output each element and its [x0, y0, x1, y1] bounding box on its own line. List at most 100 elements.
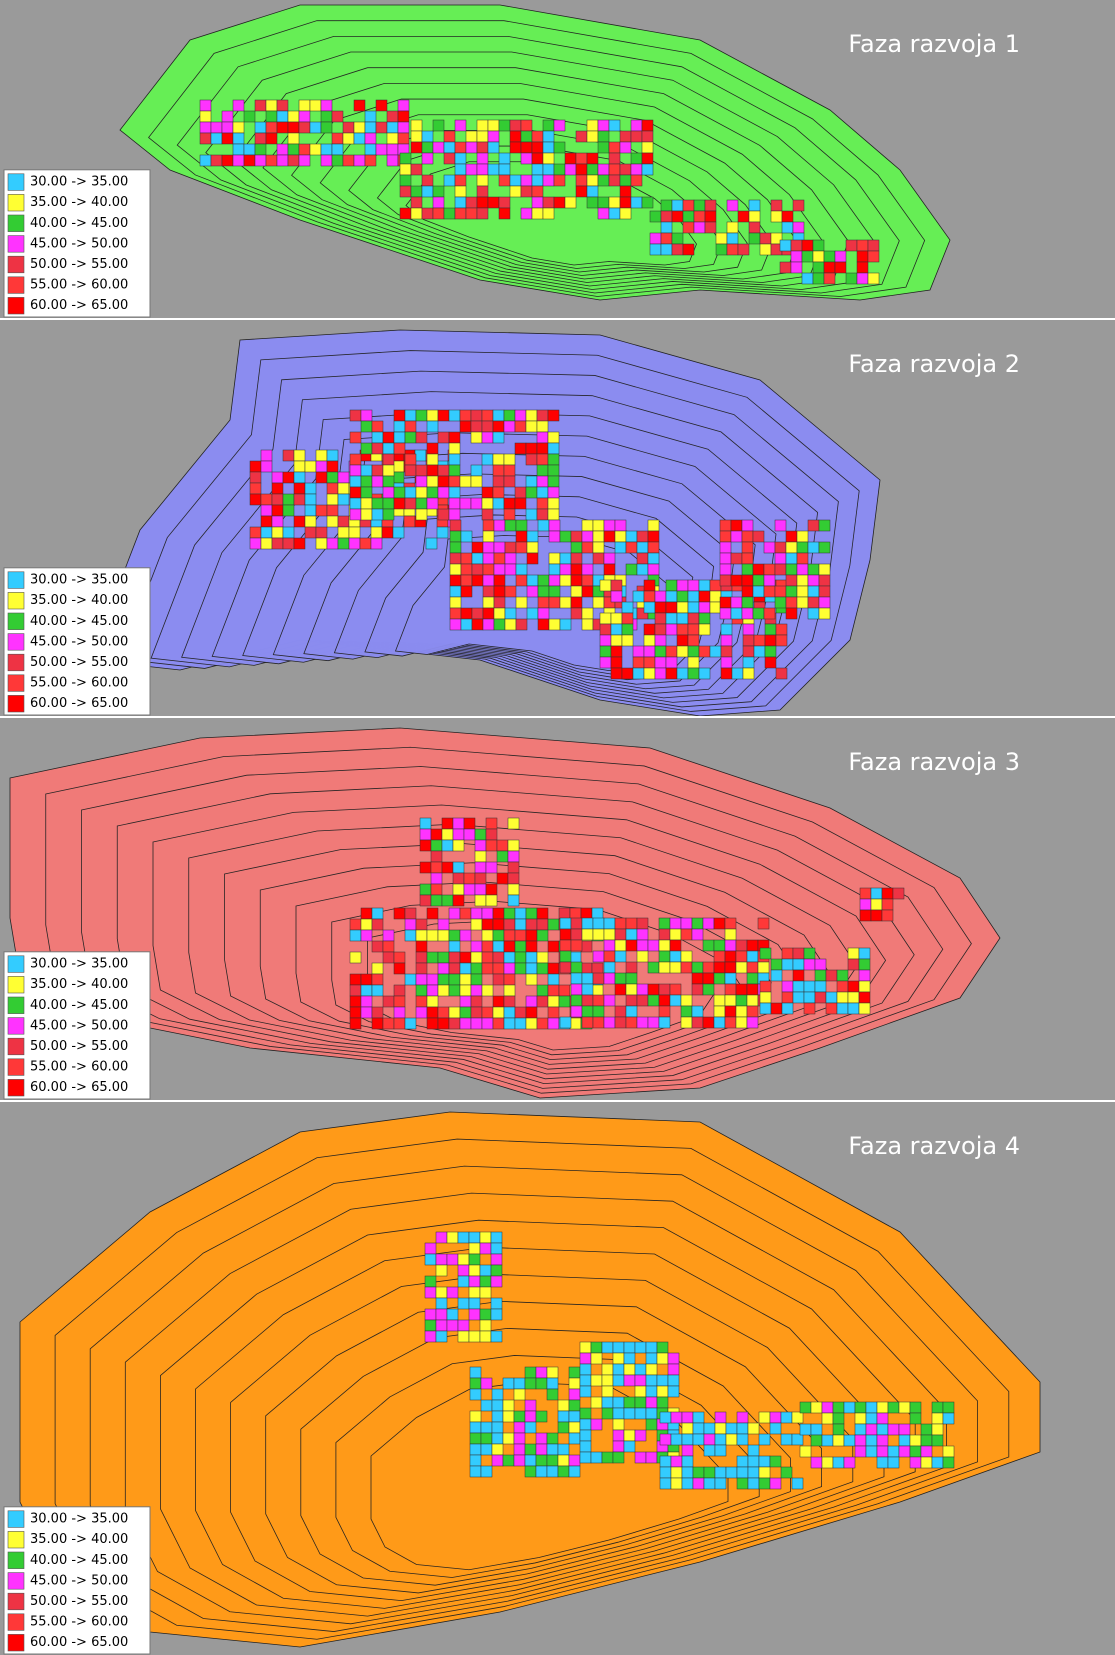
ore-block: [382, 442, 395, 455]
ore-block: [681, 1477, 694, 1490]
ore-block: [942, 1412, 955, 1425]
ore-block: [719, 574, 732, 587]
ore-block: [260, 504, 273, 517]
ore-block: [693, 221, 706, 234]
ore-block: [592, 994, 605, 1007]
ore-block: [569, 907, 582, 920]
ore-block: [443, 141, 456, 154]
ore-block: [470, 1017, 483, 1030]
ore-block: [801, 250, 814, 263]
ore-block: [430, 883, 443, 896]
legend-swatch: [7, 653, 25, 672]
ore-block: [271, 482, 284, 495]
ore-block: [525, 951, 538, 964]
ore-block: [503, 464, 516, 477]
ore-block: [796, 585, 809, 598]
ore-block: [619, 207, 632, 220]
ore-block: [547, 497, 560, 510]
ore-block: [687, 634, 700, 647]
legend-swatch: [7, 695, 25, 713]
ore-block: [276, 143, 289, 156]
ore-block: [597, 130, 610, 143]
ore-block: [326, 504, 339, 517]
legend-box: [3, 169, 151, 318]
ore-block: [625, 1005, 638, 1018]
ore-block: [792, 958, 805, 971]
ore-block: [496, 839, 509, 852]
ore-block: [608, 196, 621, 209]
ore-block: [599, 579, 612, 592]
ore-block: [432, 119, 445, 132]
ore-block: [610, 634, 623, 647]
ore-block: [703, 1477, 716, 1490]
ore-block: [371, 497, 384, 510]
ore-block: [514, 1006, 527, 1019]
ore-block: [481, 508, 494, 521]
ore-block: [491, 1454, 504, 1467]
ore-block: [854, 1434, 867, 1447]
ore-block: [470, 995, 483, 1008]
ore-block: [504, 552, 517, 565]
ore-block: [469, 1454, 482, 1467]
ore-block: [282, 493, 295, 506]
ore-block: [625, 939, 638, 952]
ore-block: [415, 984, 428, 997]
ore-block: [559, 928, 572, 941]
ore-block: [249, 482, 262, 495]
ore-block: [465, 196, 478, 209]
ore-block: [349, 951, 362, 964]
ore-block: [614, 972, 627, 985]
ore-block: [581, 928, 594, 941]
ore-block: [774, 563, 787, 576]
ore-block: [747, 1455, 760, 1468]
ore-block: [514, 486, 527, 499]
ore-block: [426, 497, 439, 510]
ore-block: [468, 1264, 481, 1277]
ore-block: [448, 442, 461, 455]
ore-block: [524, 1377, 537, 1390]
ore-block: [881, 909, 894, 922]
ore-block: [769, 1477, 782, 1490]
ore-block: [654, 667, 667, 680]
ore-block: [603, 950, 616, 963]
ore-block: [665, 667, 678, 680]
ore-block: [757, 961, 770, 974]
ore-block: [867, 239, 880, 252]
ore-block: [821, 1401, 834, 1414]
ore-block: [691, 917, 704, 930]
ore-block: [570, 530, 583, 543]
ore-block: [746, 1005, 759, 1018]
ore-block: [371, 918, 384, 931]
ore-block: [364, 121, 377, 134]
ore-block: [514, 951, 527, 964]
ore-block: [437, 951, 450, 964]
ore-block: [349, 497, 362, 510]
ore-block: [359, 537, 372, 550]
ore-block: [479, 1330, 492, 1343]
ore-block: [775, 667, 788, 680]
ore-block: [382, 1017, 395, 1030]
ore-block: [487, 196, 500, 209]
ore-block: [520, 141, 533, 154]
ore-block: [647, 994, 660, 1007]
ore-block: [249, 526, 262, 539]
ore-block: [513, 1410, 526, 1423]
ore-block: [698, 601, 711, 614]
ore-block: [514, 420, 527, 433]
ore-block: [898, 1401, 911, 1414]
ore-block: [559, 950, 572, 963]
ore-block: [421, 207, 434, 220]
ore-block: [276, 121, 289, 134]
ore-block: [568, 1399, 581, 1412]
ore-block: [449, 596, 462, 609]
legend-label: 60.00 -> 65.00: [30, 1635, 128, 1650]
ore-block: [480, 1432, 493, 1445]
ore-block: [504, 585, 517, 598]
ore-block: [610, 623, 623, 636]
ore-block: [446, 1308, 459, 1321]
ore-block: [823, 272, 836, 285]
ore-block: [326, 460, 339, 473]
ore-block: [659, 1433, 672, 1446]
ore-block: [660, 243, 673, 256]
